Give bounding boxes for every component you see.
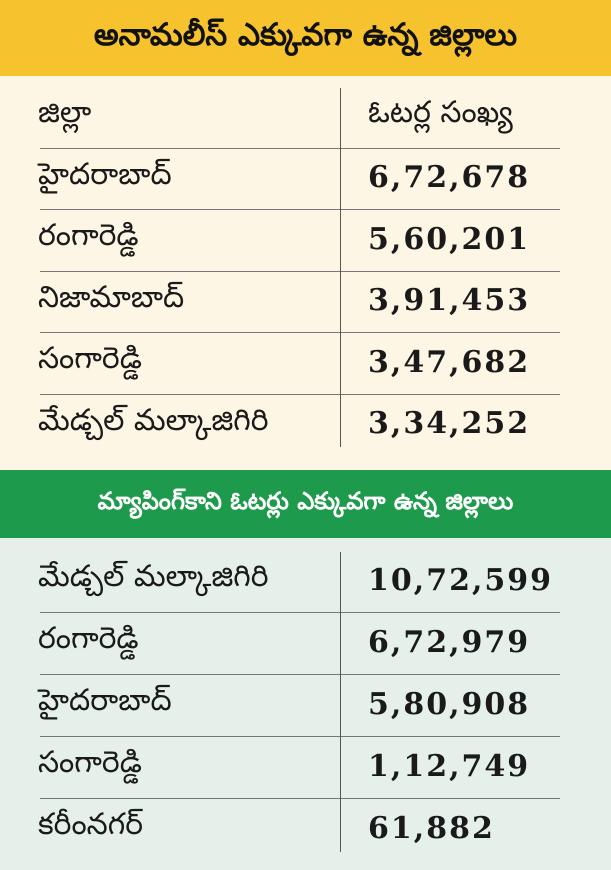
section-title: మ్యాపింగ్‌కాని ఓటర్లు ఎక్కువగా ఉన్న జిల్… bbox=[0, 470, 611, 538]
row-divider bbox=[40, 393, 560, 395]
voter-count: 5,80,908 bbox=[368, 686, 531, 722]
district: రంగారెడ్డి bbox=[38, 218, 139, 253]
voter-count: 1,12,749 bbox=[368, 748, 531, 784]
column-divider bbox=[340, 552, 341, 852]
header-cell: జిల్లా bbox=[38, 95, 92, 130]
district: సంగారెడ్డి bbox=[38, 341, 142, 376]
voter-count: 61,882 bbox=[368, 810, 495, 846]
district: కరీంనగర్ bbox=[38, 807, 143, 842]
row-divider bbox=[40, 270, 560, 272]
district: నిజామాబాద్ bbox=[38, 279, 185, 315]
header-cell: ఓటర్ల సంఖ్య bbox=[368, 95, 513, 130]
district: మేడ్చల్ మల్కాజిగిరి bbox=[38, 559, 269, 594]
row-divider bbox=[40, 736, 560, 737]
voter-count: 6,72,979 bbox=[368, 624, 531, 660]
row-divider bbox=[40, 612, 560, 613]
table-section: మేడ్చల్ మల్కాజిగిరి 10,72,599 రంగారెడ్డి 6,… bbox=[0, 538, 611, 870]
voter-count: 3,91,453 bbox=[368, 283, 531, 318]
row-divider bbox=[40, 674, 560, 675]
column-divider bbox=[340, 88, 341, 447]
district: సంగారెడ్డి bbox=[38, 745, 142, 780]
voter-count: 3,34,252 bbox=[368, 406, 531, 441]
row-divider bbox=[40, 147, 560, 149]
table-section: జిల్లా ఓటర్ల సంఖ్య హైదరాబాద్ 6,72,678 రంగారె… bbox=[0, 76, 611, 470]
voter-count: 3,47,682 bbox=[368, 344, 531, 380]
row-divider bbox=[40, 798, 560, 799]
row-divider bbox=[40, 209, 560, 210]
voter-count: 10,72,599 bbox=[368, 562, 554, 598]
row-divider bbox=[40, 332, 560, 333]
district: మేడ్చల్ మల్కాజిగిరి bbox=[38, 402, 269, 438]
district: హైదరాబాద్ bbox=[38, 683, 172, 718]
voter-count: 5,60,201 bbox=[368, 221, 531, 257]
section-title: అనామలీస్ ఎక్కువగా ఉన్న జిల్లాలు bbox=[0, 0, 611, 76]
voter-count: 6,72,678 bbox=[368, 160, 531, 195]
district: హైదరాబాద్ bbox=[38, 156, 172, 192]
district: రంగారెడ్డి bbox=[38, 621, 139, 656]
